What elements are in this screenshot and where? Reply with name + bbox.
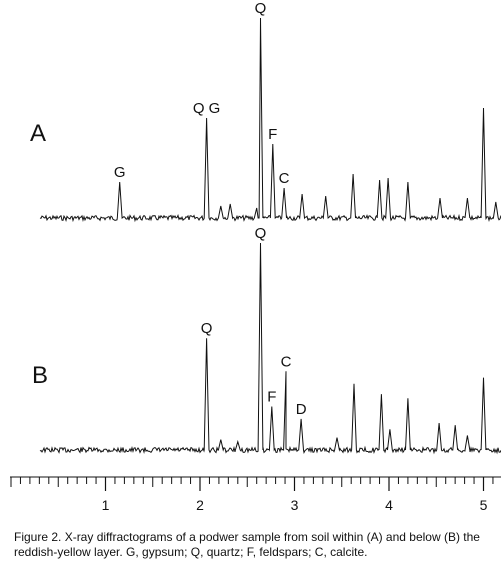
x-tick-label: 4 xyxy=(385,497,393,513)
diffractogram-trace-b xyxy=(39,242,501,455)
panel-label-a: A xyxy=(30,120,46,147)
x-tick-label: 5 xyxy=(480,497,488,513)
peak-label: C xyxy=(281,353,292,370)
peak-label: C xyxy=(279,170,290,187)
peak-label: D xyxy=(296,401,307,418)
x-tick-label: 1 xyxy=(102,497,110,513)
panel-label-b: B xyxy=(32,362,48,389)
x-tick-label: 3 xyxy=(291,497,299,513)
figure-caption: Figure 2. X-ray diffractograms of a podw… xyxy=(14,530,480,559)
peak-labels-a: G Q G Q F C xyxy=(114,0,290,187)
x-axis: 1 2 3 4 5 xyxy=(10,476,501,513)
diffractogram-trace-a xyxy=(39,17,501,223)
peak-label: Q G xyxy=(193,100,221,117)
peak-label: Q xyxy=(255,225,267,242)
peak-labels-b: Q Q F C D xyxy=(201,225,307,418)
peak-label: Q xyxy=(255,0,267,17)
x-tick-label: 2 xyxy=(196,497,204,513)
peak-label: Q xyxy=(201,320,213,337)
peak-label: G xyxy=(114,164,126,181)
peak-label: F xyxy=(267,389,276,406)
panel-b: B Q Q F C D xyxy=(32,225,501,455)
x-axis-tick-labels: 1 2 3 4 5 xyxy=(102,497,488,513)
peak-label: F xyxy=(268,126,277,143)
panel-a: A G Q G Q F C xyxy=(30,0,501,223)
x-axis-ticks xyxy=(10,477,494,491)
